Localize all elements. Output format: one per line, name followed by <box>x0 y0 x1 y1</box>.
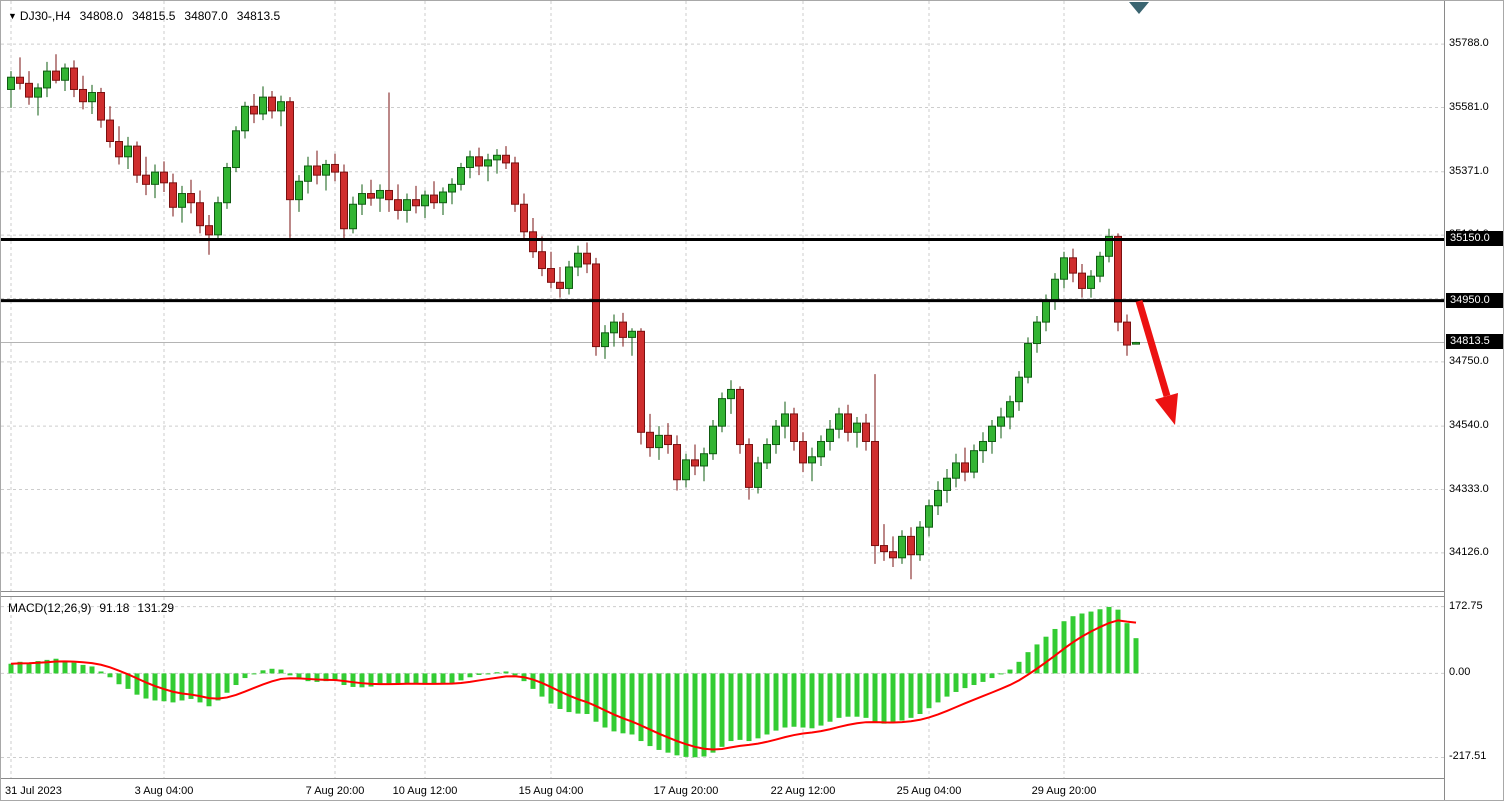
time-tick-label: 7 Aug 20:00 <box>305 785 365 797</box>
horizontal-level-lines <box>1 237 1444 303</box>
price-tick-label: 34126.0 <box>1449 545 1489 558</box>
macd-label: MACD(12,26,9) <box>8 601 92 615</box>
ohlc-low-value: 34807.0 <box>184 9 228 23</box>
ohlc-high-value: 34815.5 <box>132 9 176 23</box>
macd-histogram-layer <box>8 606 1139 758</box>
ohlc-open-value: 34808.0 <box>79 9 123 23</box>
price-tick-label: 35371.0 <box>1449 164 1489 177</box>
symbol-period-label: DJ30-,H4 <box>19 9 71 23</box>
main-chart-svg[interactable] <box>1 1 1444 593</box>
down-arrow-annotation[interactable] <box>1135 300 1178 425</box>
chart-ohlc-header: ▼ DJ30-,H4 34808.0 34815.5 34807.0 34813.5 <box>8 9 289 23</box>
price-tick-label: 35788.0 <box>1449 37 1489 50</box>
time-tick-label: 3 Aug 04:00 <box>134 785 194 797</box>
price-tick-label: 35581.0 <box>1449 100 1489 113</box>
time-tick-label: 17 Aug 20:00 <box>653 785 719 797</box>
price-tick-label: 34540.0 <box>1449 419 1489 432</box>
macd-tick-label: 172.75 <box>1449 599 1483 612</box>
panel-splitter[interactable] <box>1 591 1503 597</box>
time-tick-label: 29 Aug 20:00 <box>1031 785 1097 797</box>
time-tick-label: 31 Jul 2023 <box>5 785 62 797</box>
candles-layer <box>7 54 1140 580</box>
macd-header: MACD(12,26,9) 91.18 131.29 <box>8 601 182 615</box>
time-tick-label: 15 Aug 04:00 <box>518 785 584 797</box>
macd-chart-svg[interactable] <box>1 597 1444 778</box>
current-price-label: 34813.5 <box>1446 334 1503 350</box>
time-axis[interactable]: 31 Jul 2023 3 Aug 04:00 7 Aug 20:00 10 Aug … <box>1 779 1444 800</box>
time-tick-label: 22 Aug 12:00 <box>770 785 836 797</box>
time-tick-label: 25 Aug 04:00 <box>896 785 962 797</box>
macd-tick-label: 0.00 <box>1449 666 1471 679</box>
time-tick-label: 10 Aug 12:00 <box>392 785 458 797</box>
macd-indicator-panel[interactable]: MACD(12,26,9) 91.18 131.29 <box>1 597 1444 778</box>
price-chart-area[interactable]: ▼ DJ30-,H4 34808.0 34815.5 34807.0 34813.5 <box>1 1 1444 593</box>
price-tick-label: 34750.0 <box>1449 354 1489 367</box>
price-tick-label: 34333.0 <box>1449 482 1489 495</box>
time-axis-separator <box>1 778 1503 779</box>
macd-tick-label: -217.51 <box>1449 750 1487 763</box>
macd-main-value: 91.18 <box>99 601 130 615</box>
chevron-down-icon[interactable]: ▼ <box>8 11 17 21</box>
ohlc-close-value: 34813.5 <box>236 9 281 23</box>
chart-shift-marker-icon <box>1129 2 1149 14</box>
macd-signal-value: 131.29 <box>137 601 175 615</box>
macd-signal-line <box>10 619 1137 751</box>
main-grid-layer <box>1 1 1444 593</box>
level-price-label: 35150.0 <box>1446 231 1503 247</box>
level-price-label: 34950.0 <box>1446 292 1503 308</box>
price-axis[interactable]: 35788.035581.035371.035164.034957.034750… <box>1444 1 1503 800</box>
